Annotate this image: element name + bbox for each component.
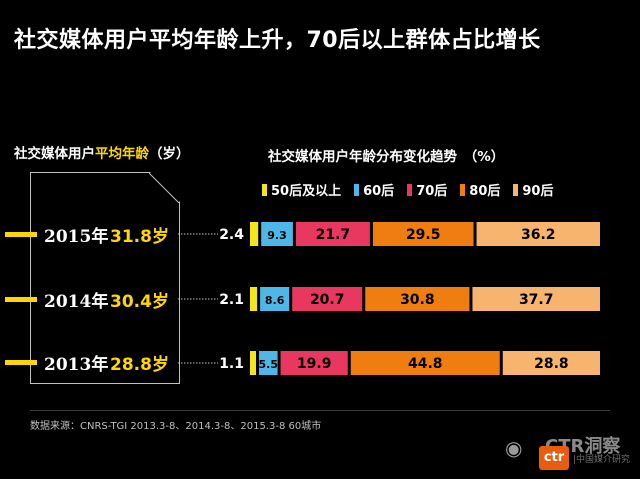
legend-swatch xyxy=(354,184,360,196)
bar-value-label: 44.8 xyxy=(408,356,443,372)
bar-value-label: 30.8 xyxy=(400,292,435,308)
age-row-year: 2013年 xyxy=(44,355,109,375)
avg-age-subtitle-prefix: 社交媒体用户 xyxy=(14,146,95,162)
age-row-dash xyxy=(5,232,37,237)
bar-segment xyxy=(502,351,600,375)
bar-value-label: 20.7 xyxy=(310,292,345,308)
logo-sub-text: |中国媒介研究 xyxy=(573,455,631,465)
panel-corner-line xyxy=(149,173,179,203)
age-row-value: 31.8岁 xyxy=(110,227,169,247)
avg-age-subtitle: 社交媒体用户平均年龄（岁） xyxy=(14,142,190,162)
avg-age-subtitle-suffix: （岁） xyxy=(149,146,190,162)
bar-value-label: 9.3 xyxy=(267,229,287,242)
chart-legend: 50后及以上 60后 70后 80后 90后 xyxy=(262,180,566,199)
legend-label: 90后 xyxy=(522,184,554,199)
bar-segment xyxy=(350,351,500,375)
legend-swatch xyxy=(262,184,267,196)
bar-label-50s: 1.1 xyxy=(219,356,244,372)
bar-segment xyxy=(295,222,370,246)
age-row-year: 2014年 xyxy=(44,292,109,312)
bar-value-label: 36.2 xyxy=(521,227,556,243)
avg-age-row: 2015年 31.8岁 xyxy=(0,222,200,247)
age-row-value: 30.4岁 xyxy=(110,292,169,312)
bar-label-50s: 2.4 xyxy=(219,227,244,243)
bar-segment xyxy=(250,222,259,246)
bar-label-50s: 2.1 xyxy=(219,292,244,308)
age-row-year: 2015年 xyxy=(44,227,109,247)
bar-segment xyxy=(372,222,474,246)
legend-label: 60后 xyxy=(363,184,395,199)
bar-segment xyxy=(476,222,600,246)
legend-item: 70后 xyxy=(407,180,447,199)
legend-label: 70后 xyxy=(416,184,448,199)
bar-segment xyxy=(260,287,290,311)
bar-value-label: 29.5 xyxy=(406,227,441,243)
legend-item: 50后及以上 xyxy=(262,180,341,199)
bar-value-label: 28.8 xyxy=(534,356,569,372)
ctr-logo: ◉ CTR洞察 ctr |中国媒介研究 xyxy=(505,430,635,474)
bar-value-label: 21.7 xyxy=(316,227,351,243)
chart-title: 社交媒体用户年龄分布变化趋势 （%） xyxy=(268,149,505,165)
age-row-dash xyxy=(5,360,37,365)
legend-item: 60后 xyxy=(354,180,394,199)
data-source-note: 数据来源：CNRS-TGI 2013.3-8、2014.3-8、2015.3-8… xyxy=(30,410,610,432)
bar-value-label: 19.9 xyxy=(297,356,332,372)
legend-label: 80后 xyxy=(469,184,501,199)
avg-age-row: 2014年 30.4岁 xyxy=(0,287,200,312)
avg-age-row: 2013年 28.8岁 xyxy=(0,350,200,375)
logo-badge: ctr xyxy=(539,446,569,470)
age-row-value: 28.8岁 xyxy=(110,355,169,375)
bar-segment xyxy=(365,287,470,311)
bar-segment xyxy=(472,287,600,311)
bar-segment xyxy=(261,222,293,246)
legend-swatch xyxy=(407,184,413,196)
legend-item: 90后 xyxy=(513,180,553,199)
legend-swatch xyxy=(513,184,519,196)
bar-value-label: 5.5 xyxy=(259,358,279,371)
legend-item: 80后 xyxy=(460,180,500,199)
legend-swatch xyxy=(460,184,466,196)
bar-value-label: 8.6 xyxy=(265,294,285,307)
legend-label: 50后及以上 xyxy=(271,184,342,199)
bar-segment xyxy=(280,351,348,375)
bar-segment xyxy=(250,351,256,375)
bar-segment xyxy=(250,287,258,311)
avg-age-panel xyxy=(30,172,180,384)
wechat-icon: ◉ xyxy=(505,436,523,460)
bar-segment xyxy=(259,351,278,375)
page-title: 社交媒体用户平均年龄上升，70后以上群体占比增长 xyxy=(14,28,541,53)
bar-value-label: 37.7 xyxy=(519,292,554,308)
age-row-dash xyxy=(5,297,37,302)
bar-segment xyxy=(292,287,363,311)
panel-folded-corner xyxy=(150,172,180,202)
avg-age-subtitle-highlight: 平均年龄 xyxy=(95,146,149,162)
